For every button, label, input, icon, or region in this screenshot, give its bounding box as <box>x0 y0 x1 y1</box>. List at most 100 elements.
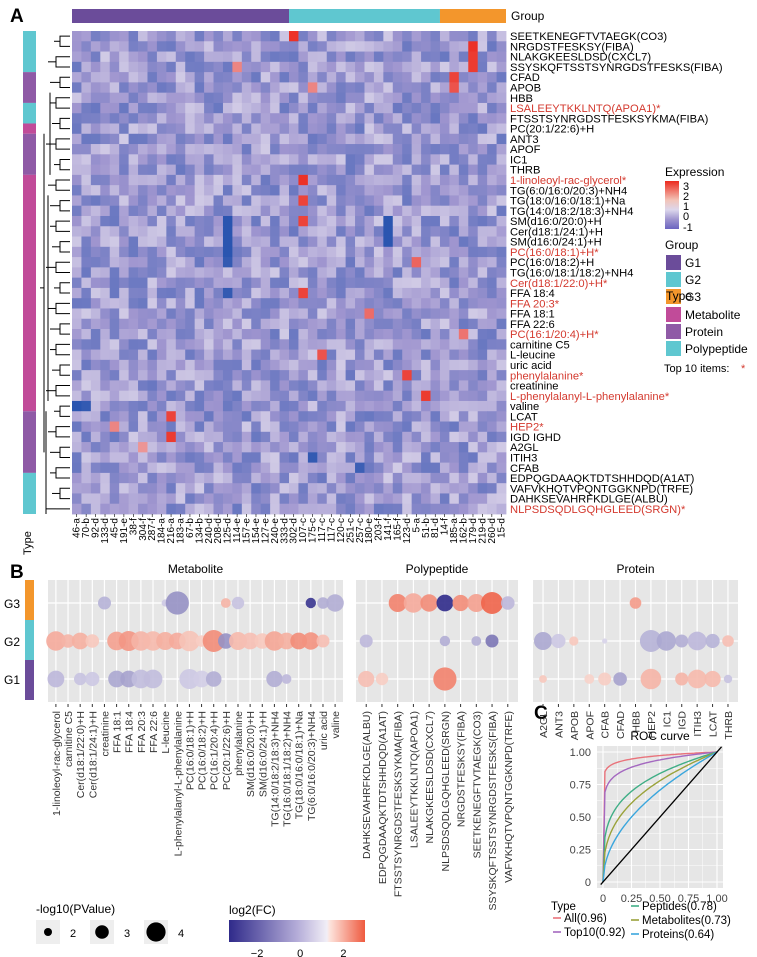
heatmap-cell <box>487 113 497 124</box>
heatmap-cell <box>326 51 337 63</box>
heatmap-cell <box>364 298 375 309</box>
heatmap-cell <box>496 51 507 63</box>
heatmap-cell <box>383 431 394 443</box>
heatmap-cell <box>355 277 365 289</box>
heatmap-cell <box>81 400 92 412</box>
heatmap-cell <box>336 92 346 104</box>
heatmap-cell <box>81 144 92 155</box>
heatmap-cell <box>496 246 507 258</box>
heatmap-cell <box>336 267 346 279</box>
heatmap-cell <box>298 298 309 309</box>
heatmap-cell <box>449 318 460 330</box>
heatmap-cell <box>421 72 431 83</box>
heatmap-cell <box>298 431 309 443</box>
heatmap-cell <box>468 421 479 433</box>
heatmap-cell <box>204 411 214 422</box>
heatmap-cell <box>222 102 233 114</box>
heatmap-cell <box>383 380 394 392</box>
heatmap-cell <box>175 102 186 114</box>
heatmap-cell <box>430 329 441 340</box>
heatmap-cell <box>175 359 186 371</box>
x-tick-label: PC(16:0/18:1)+H <box>184 711 196 790</box>
heatmap-cell <box>166 82 177 94</box>
heatmap-cell <box>336 174 346 186</box>
heatmap-cell <box>355 226 365 237</box>
heatmap-cell <box>241 133 252 145</box>
heatmap-cell <box>383 329 394 340</box>
dendrogram-branch <box>55 220 70 232</box>
heatmap-cell <box>496 123 507 135</box>
heatmap-cell <box>317 308 328 320</box>
heatmap-cell <box>317 329 328 340</box>
row-label: FFA 18:1 <box>510 309 555 321</box>
heatmap-cell <box>421 308 431 320</box>
heatmap-cell <box>355 431 365 443</box>
x-tick-label: FFA 22:6 <box>148 711 160 753</box>
heatmap-cell <box>251 61 262 73</box>
bubble-point <box>433 667 457 691</box>
heatmap-cell <box>336 359 346 371</box>
heatmap-cell <box>317 133 328 145</box>
heatmap-cell <box>279 185 290 196</box>
bubble-point <box>165 591 189 615</box>
heatmap-cell <box>241 431 252 443</box>
heatmap-cell <box>81 370 92 381</box>
heatmap-cell <box>194 298 205 309</box>
heatmap-cell <box>307 185 318 196</box>
heatmap-cell <box>279 390 290 402</box>
heatmap-cell <box>307 113 318 124</box>
heatmap-cell <box>166 72 177 83</box>
heatmap-cell <box>383 370 394 381</box>
heatmap-cell <box>241 41 252 52</box>
heatmap-cell <box>270 380 280 392</box>
heatmap-cell <box>222 442 233 453</box>
row-label: PC(16:0/18:1)+H* <box>510 247 599 259</box>
heatmap-cell <box>156 318 167 330</box>
heatmap-cell <box>204 123 214 135</box>
x-tick-label: LSALEEYTKKLNTQ(APOA1) <box>408 711 420 848</box>
heatmap-cell <box>458 370 469 381</box>
dendrogram-trunk <box>40 92 51 514</box>
heatmap-cell <box>260 483 271 494</box>
roc-curve-metabolites <box>602 751 718 883</box>
heatmap-cell <box>204 195 214 207</box>
heatmap-cell <box>222 72 233 83</box>
heatmap-cell <box>355 144 365 155</box>
heatmap-cell <box>147 452 158 464</box>
heatmap-cell <box>496 113 507 124</box>
heatmap-cell <box>241 339 252 350</box>
heatmap-cell <box>222 400 233 412</box>
heatmap-cell <box>449 329 460 340</box>
heatmap-cell <box>468 41 479 52</box>
heatmap-cell <box>213 123 224 135</box>
heatmap-cell <box>147 174 158 186</box>
heatmap-cell <box>411 31 422 42</box>
heatmap-cell <box>128 72 139 83</box>
heatmap-cell <box>90 287 101 299</box>
heatmap-cell <box>138 31 148 42</box>
heatmap-cell <box>326 472 337 484</box>
type-legend-swatch-protein <box>666 324 681 339</box>
heatmap-cell <box>194 226 205 237</box>
heatmap-cell <box>72 287 82 299</box>
heatmap-cell <box>185 349 196 361</box>
heatmap-cell <box>468 318 479 330</box>
roc-curve-top10 <box>602 751 718 883</box>
row-label: SSYSKQFTSSTSYNRGDSTFESKS(FIBA) <box>510 62 723 74</box>
heatmap-cell <box>166 31 177 42</box>
heatmap-cell <box>336 462 346 474</box>
heatmap-cell <box>487 359 497 371</box>
heatmap-cell <box>279 31 290 42</box>
heatmap-cell <box>458 154 469 165</box>
heatmap-cell <box>411 359 422 371</box>
heatmap-cell <box>100 503 111 515</box>
size-legend-label: 4 <box>178 928 184 940</box>
heatmap-cell <box>487 411 497 422</box>
heatmap-cell <box>279 308 290 320</box>
heatmap-cell <box>307 483 318 494</box>
heatmap-cell <box>468 82 479 94</box>
dendrogram-branch <box>59 76 70 89</box>
heatmap-cell <box>449 92 460 104</box>
heatmap-cell <box>449 61 460 73</box>
heatmap-cell <box>373 246 384 258</box>
